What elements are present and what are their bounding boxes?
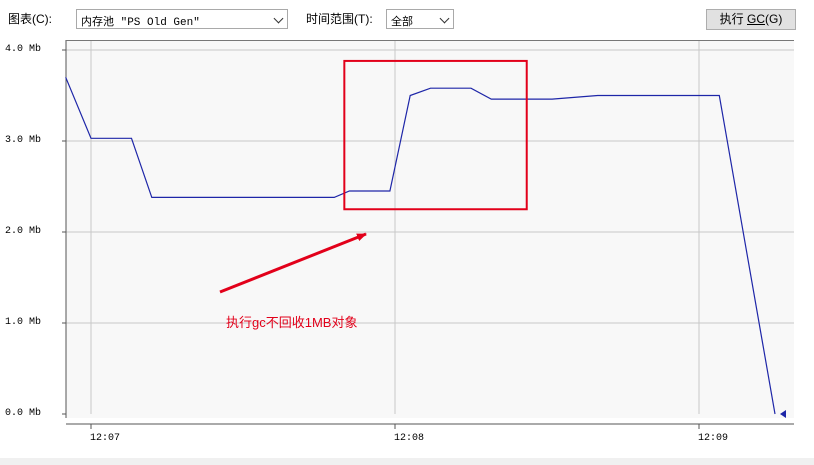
y-tick-label: 2.0 Mb [5,226,42,237]
y-tick-label: 1.0 Mb [5,317,42,328]
gc-button-suffix: (G) [765,12,783,26]
y-tick-label: 0.0 Mb [5,408,42,419]
chevron-down-icon [439,13,450,24]
chart-plot-area [66,40,794,418]
gc-button-prefix: 执行 [719,12,747,26]
perform-gc-button[interactable]: 执行 GC(G) [706,9,796,30]
range-select-value: 全部 [391,17,413,29]
range-label: 时间范围(T): [306,12,373,26]
chevron-down-icon [273,13,284,24]
toolbar: 图表(C): 内存池 "PS Old Gen" 时间范围(T): 全部 执行 G… [0,0,814,34]
chart-select-value: 内存池 "PS Old Gen" [81,17,200,29]
gc-button-mnemonic: GC [747,12,765,26]
y-tick-label: 4.0 Mb [5,44,42,55]
range-select[interactable]: 全部 [386,9,454,29]
chart-label: 图表(C): [8,12,52,26]
status-strip [0,458,814,465]
annotation-text: 执行gc不回收1MB对象 [226,315,358,330]
x-tick-label: 12:07 [90,433,121,444]
x-tick-label: 12:08 [394,433,425,444]
y-tick-label: 3.0 Mb [5,135,42,146]
chart-select[interactable]: 内存池 "PS Old Gen" [76,9,288,29]
x-tick-label: 12:09 [698,433,729,444]
